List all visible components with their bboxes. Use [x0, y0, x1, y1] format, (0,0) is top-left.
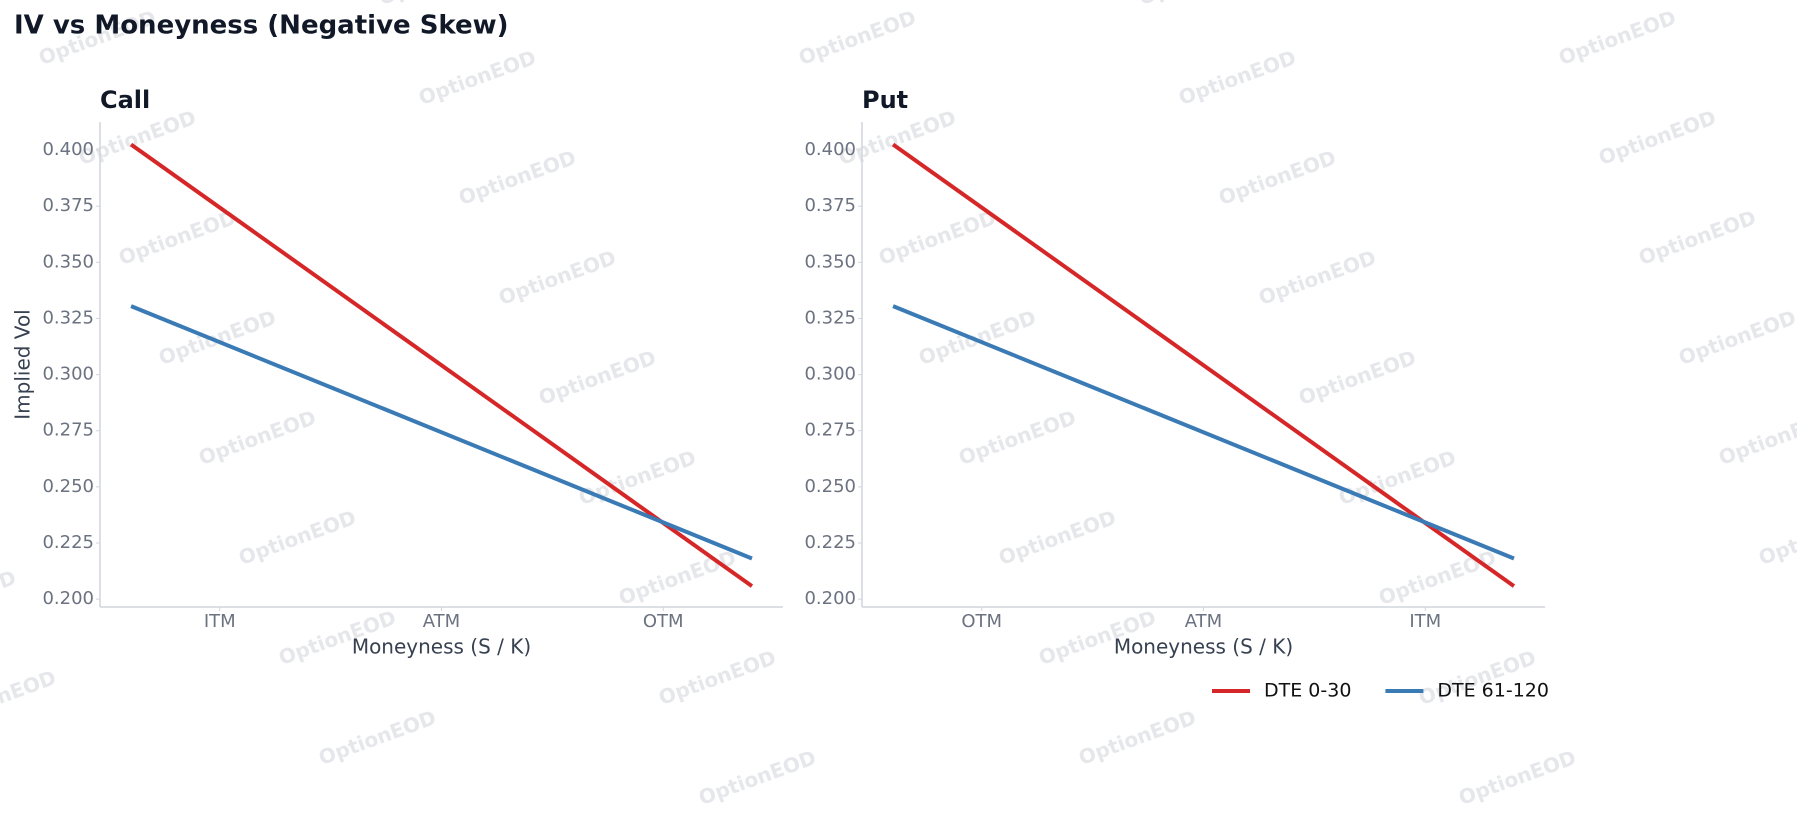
watermark: OptionEOD [655, 645, 779, 710]
watermark: OptionEOD [195, 405, 319, 470]
series-line [129, 142, 754, 588]
y-tick-label: 0.325 [804, 307, 856, 328]
y-tick-label: 0.350 [42, 251, 94, 272]
watermark: OptionEOD [0, 665, 59, 730]
watermark: OptionEOD [695, 745, 819, 810]
watermark: OptionEOD [455, 145, 579, 210]
watermark: OptionEOD [0, 565, 19, 630]
watermark: OptionEOD [995, 505, 1119, 570]
y-tick-label: 0.325 [42, 307, 94, 328]
watermark: OptionEOD [415, 45, 539, 110]
legend-label: DTE 0-30 [1264, 680, 1351, 702]
y-tick-label: 0.400 [804, 139, 856, 160]
watermark: OptionEOD [1175, 45, 1299, 110]
watermark: OptionEOD [1215, 145, 1339, 210]
subplot-title: Call [100, 86, 150, 114]
watermark: OptionEOD [315, 705, 439, 770]
watermark: OptionEOD [1455, 745, 1579, 810]
watermark: OptionEOD [615, 545, 739, 610]
x-tick-label: OTM [643, 611, 684, 632]
watermark: OptionEOD [1335, 445, 1459, 510]
watermark: OptionEOD [1375, 545, 1499, 610]
watermark: OptionEOD [495, 245, 619, 310]
y-tick-label: 0.375 [42, 195, 94, 216]
y-tick-label: 0.275 [804, 420, 856, 441]
y-tick-label: 0.275 [42, 420, 94, 441]
x-tick-label: ATM [1185, 611, 1222, 632]
y-axis-label: Implied Vol [11, 309, 35, 419]
y-tick-label: 0.375 [804, 195, 856, 216]
watermark: OptionEOD [1295, 345, 1419, 410]
x-axis-label: Moneyness (S / K) [1114, 635, 1293, 659]
y-tick-label: 0.200 [42, 588, 94, 609]
watermark: OptionEOD [535, 345, 659, 410]
watermark: OptionEOD [115, 205, 239, 270]
x-tick-label: ATM [423, 611, 460, 632]
watermark: OptionEOD [575, 445, 699, 510]
x-tick-label: ITM [1409, 611, 1441, 632]
x-tick-label: ITM [204, 611, 236, 632]
series-line [892, 304, 1515, 561]
legend: DTE 0-30 DTE 61-120 [1212, 680, 1549, 702]
watermark: OptionEOD [1715, 405, 1797, 470]
y-tick-label: 0.350 [804, 251, 856, 272]
y-tick-label: 0.225 [804, 532, 856, 553]
y-tick-label: 0.200 [804, 588, 856, 609]
y-tick-label: 0.250 [804, 476, 856, 497]
watermark: OptionEOD [375, 0, 499, 10]
figure-title: IV vs Moneyness (Negative Skew) [14, 11, 509, 41]
x-tick-label: OTM [961, 611, 1002, 632]
series-line [891, 142, 1516, 588]
y-tick-label: 0.250 [42, 476, 94, 497]
watermark: OptionEOD [955, 405, 1079, 470]
watermark: OptionEOD [75, 105, 199, 170]
subplot-title: Put [862, 86, 908, 114]
series-line [130, 304, 753, 561]
watermark: OptionEOD [915, 305, 1039, 370]
watermark: OptionEOD [875, 205, 999, 270]
watermark: OptionEOD [1075, 705, 1199, 770]
y-tick-label: 0.225 [42, 532, 94, 553]
watermark: OptionEOD [1255, 245, 1379, 310]
legend-label: DTE 61-120 [1437, 680, 1549, 702]
watermark: OptionEOD [1675, 305, 1797, 370]
watermark: OptionEOD [235, 505, 359, 570]
watermark: OptionEOD [835, 105, 959, 170]
watermark: OptionEOD [1135, 0, 1259, 10]
watermark: OptionEOD [1555, 5, 1679, 70]
x-axis-label: Moneyness (S / K) [352, 635, 531, 659]
watermark: OptionEOD [1635, 205, 1759, 270]
watermark: OptionEOD [1595, 105, 1719, 170]
watermark: OptionEOD [1755, 505, 1797, 570]
y-tick-label: 0.300 [804, 364, 856, 385]
watermark: OptionEOD [795, 5, 919, 70]
y-tick-label: 0.300 [42, 364, 94, 385]
y-tick-label: 0.400 [42, 139, 94, 160]
